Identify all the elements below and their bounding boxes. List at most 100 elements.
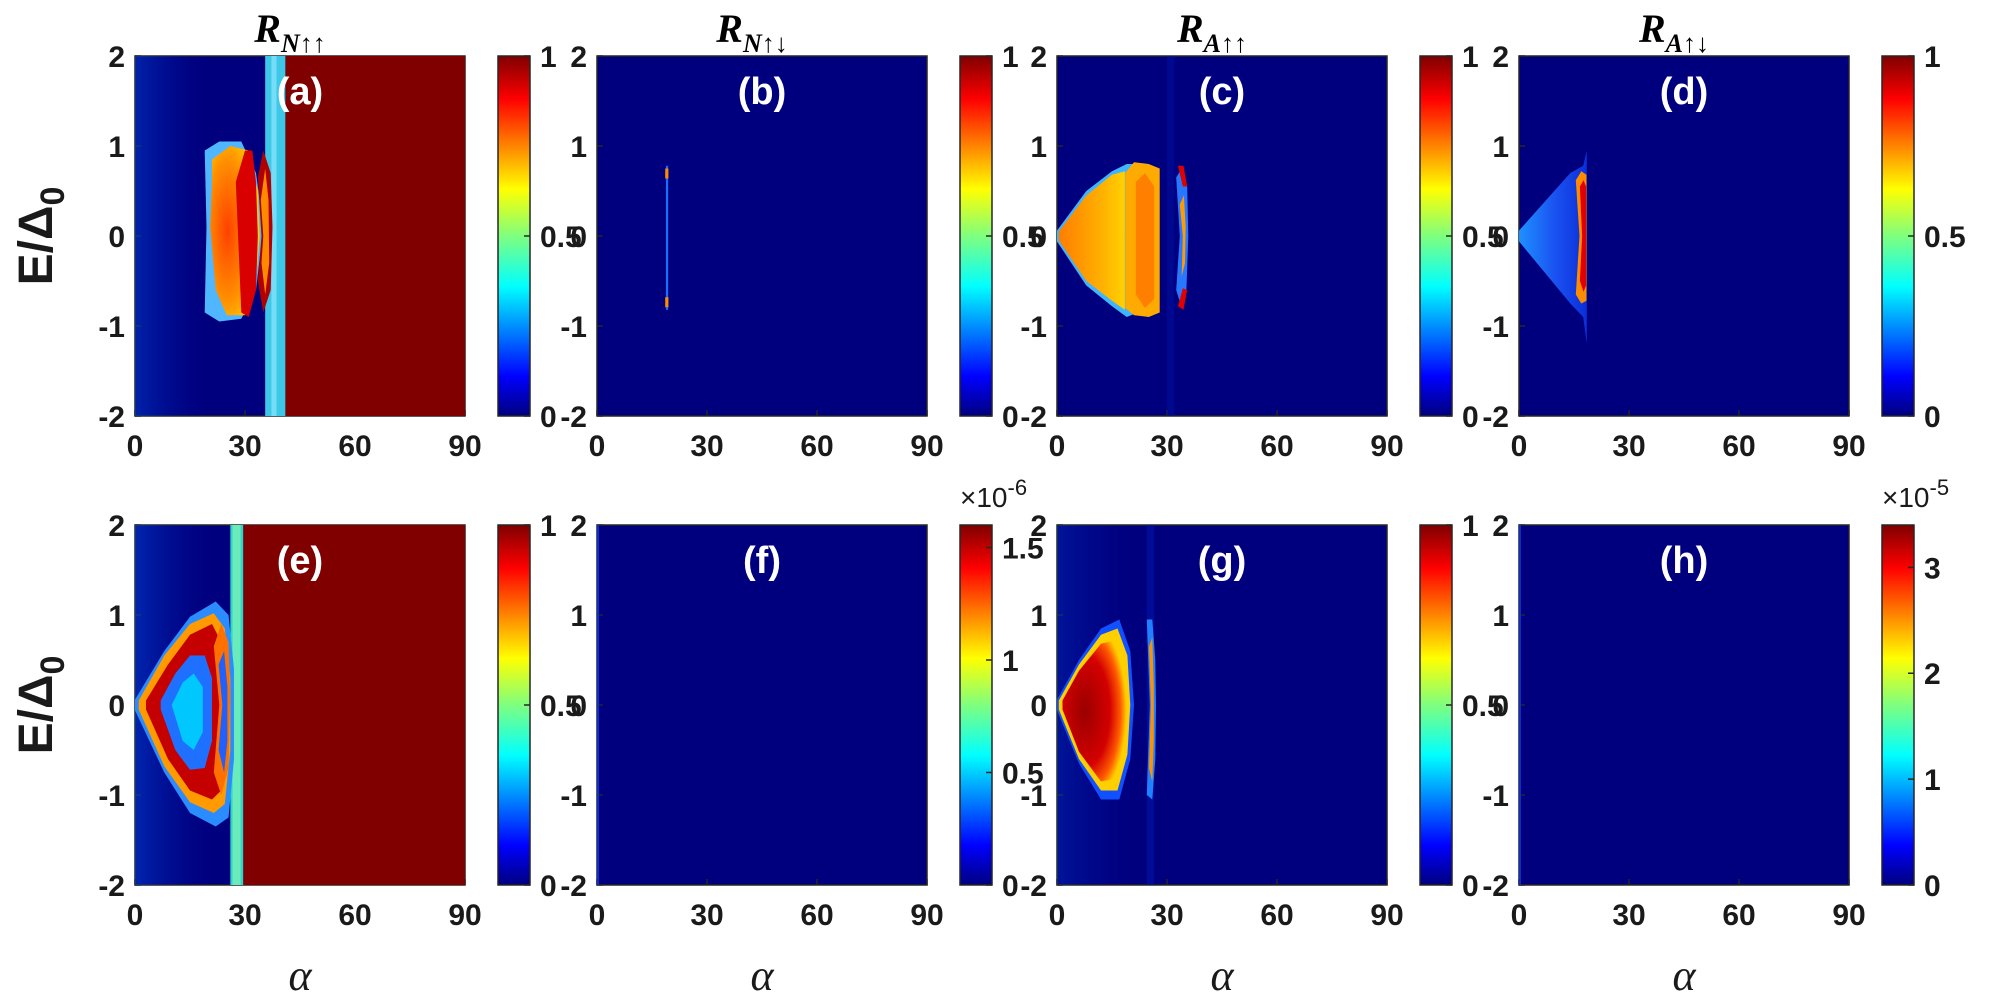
x-tick-label: 60: [1722, 899, 1755, 932]
colorbar-multiplier: ×10-6: [960, 475, 1027, 513]
edge-line: [597, 525, 599, 885]
x-tick-label: 60: [1260, 899, 1293, 932]
panel-label: (e): [277, 540, 323, 582]
x-axis-label: α: [288, 951, 312, 1000]
y-tick-label: 2: [108, 41, 125, 74]
features-d: [1519, 150, 1587, 344]
crescent-core: [260, 168, 270, 295]
column-title: RA↑↓: [1638, 6, 1709, 58]
x-tick-label: 30: [228, 430, 261, 463]
y-tick-label: 1: [1492, 131, 1509, 164]
heatmap-background: [597, 525, 927, 885]
x-tick-label: 30: [690, 430, 723, 463]
colorbar-multiplier: ×10-5: [1882, 475, 1949, 513]
x-tick-label: 60: [338, 899, 371, 932]
y-tick-label: 0: [108, 690, 125, 723]
colorbar-tick-label: 0.5: [1002, 758, 1044, 791]
y-tick-label: 1: [570, 131, 587, 164]
y-tick-label: -2: [1482, 870, 1509, 903]
y-tick-label: -1: [1020, 311, 1047, 344]
thin-arc: [1149, 637, 1154, 782]
x-axis-label: α: [750, 951, 774, 1000]
y-tick-label: 0: [570, 690, 587, 723]
panel-f: 210-1-20 30 60 901.510.50×10-6: [560, 475, 1043, 932]
y-tick-label: -2: [560, 870, 587, 903]
y-tick-label: -2: [560, 401, 587, 434]
faint-band: [1167, 56, 1175, 416]
saturated-region: [243, 525, 465, 885]
colorbar-tick-label: 0: [1462, 870, 1479, 903]
upper-red-tip: [1178, 165, 1188, 187]
colorbar-tick-label: 1: [1924, 764, 1941, 797]
x-tick-label: 30: [1612, 430, 1645, 463]
colorbar-tick-label: 0.5: [1462, 221, 1504, 254]
y-tick-label: 2: [1030, 510, 1047, 543]
red-lobe: [1062, 640, 1127, 782]
colorbar: [1882, 525, 1914, 885]
x-tick-label: 90: [1832, 430, 1865, 463]
upper-dot: [665, 168, 669, 179]
y-tick-label: 0: [1492, 690, 1509, 723]
y-tick-label: 0: [1030, 221, 1047, 254]
x-tick-label: 30: [1150, 430, 1183, 463]
crescent-core: [218, 651, 228, 773]
right-arc-halo: [1176, 168, 1189, 308]
labels-layer: (a) (b) (c) (d) (e) (f) (g) (h) RN↑↑ RN↑↓ RA↑↑ RA↑↓…: [10, 6, 1709, 1000]
y-axis-label: E/Δ0: [10, 656, 72, 755]
x-tick-label: 60: [800, 430, 833, 463]
colorbar-tick-label: 1: [1462, 41, 1479, 74]
x-tick-label: 0: [1511, 430, 1528, 463]
colorbar-tick-label: 0: [1924, 401, 1941, 434]
colorbar-tick-label: 0: [1462, 401, 1479, 434]
y-tick-label: -1: [1020, 780, 1047, 813]
colorbar-tick-label: 0: [540, 870, 557, 903]
y-tick-label: 1: [1492, 600, 1509, 633]
x-tick-label: 30: [690, 899, 723, 932]
y-tick-label: 1: [108, 131, 125, 164]
y-tick-label: 2: [1492, 41, 1509, 74]
colorbar-frame: [1881, 524, 1915, 886]
column-title: RN↑↑: [253, 6, 325, 58]
x-tick-label: 60: [1722, 430, 1755, 463]
panel-label: (c): [1199, 71, 1245, 113]
colorbar-tick-label: 0.5: [540, 690, 582, 723]
column-title: RN↑↓: [715, 6, 787, 58]
panel-label: (h): [1660, 540, 1709, 582]
left-glow: [135, 56, 209, 416]
saturated-region: [285, 56, 465, 416]
x-tick-label: 0: [127, 430, 144, 463]
x-tick-label: 90: [448, 430, 481, 463]
panel-label: (a): [277, 71, 323, 113]
blue-fan: [1519, 150, 1587, 344]
y-tick-label: 1: [108, 600, 125, 633]
y-tick-label: -1: [560, 780, 587, 813]
right-arc: [1179, 195, 1186, 277]
panel-label: (b): [738, 71, 787, 113]
colorbar: [960, 525, 992, 885]
middle-lobe-core: [1135, 173, 1155, 308]
x-tick-label: 30: [1612, 899, 1645, 932]
y-tick-label: -2: [1482, 401, 1509, 434]
colorbar-tick-label: 1.5: [1002, 533, 1044, 566]
colorbar-tick-label: 0.5: [1002, 221, 1044, 254]
y-tick-label: 0: [1492, 221, 1509, 254]
heatmap-background: [1519, 525, 1849, 885]
x-tick-label: 30: [1150, 899, 1183, 932]
colorbar-tick-label: 1: [1924, 41, 1941, 74]
x-tick-label: 60: [1260, 430, 1293, 463]
cyan-band-core: [232, 525, 241, 885]
y-tick-label: -1: [1482, 780, 1509, 813]
y-tick-label: -2: [98, 870, 125, 903]
y-tick-label: 1: [1030, 600, 1047, 633]
y-tick-label: -2: [1020, 401, 1047, 434]
colorbar-tick-label: 0: [540, 401, 557, 434]
features-c: [1057, 56, 1189, 416]
colorbar-tick-label: 0: [1924, 870, 1941, 903]
x-tick-label: 90: [910, 899, 943, 932]
thin-line: [665, 165, 669, 310]
y-tick-label: 2: [108, 510, 125, 543]
